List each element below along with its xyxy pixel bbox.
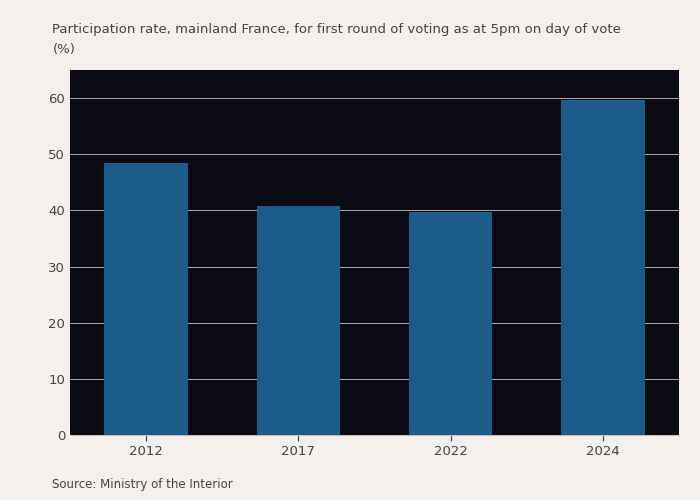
Text: Source: Ministry of the Interior: Source: Ministry of the Interior <box>52 478 233 491</box>
Bar <box>561 100 645 435</box>
Bar <box>409 212 493 435</box>
Text: (%): (%) <box>52 44 76 57</box>
Text: Participation rate, mainland France, for first round of voting as at 5pm on day : Participation rate, mainland France, for… <box>52 22 622 36</box>
Bar <box>104 162 188 435</box>
Bar <box>256 206 340 435</box>
